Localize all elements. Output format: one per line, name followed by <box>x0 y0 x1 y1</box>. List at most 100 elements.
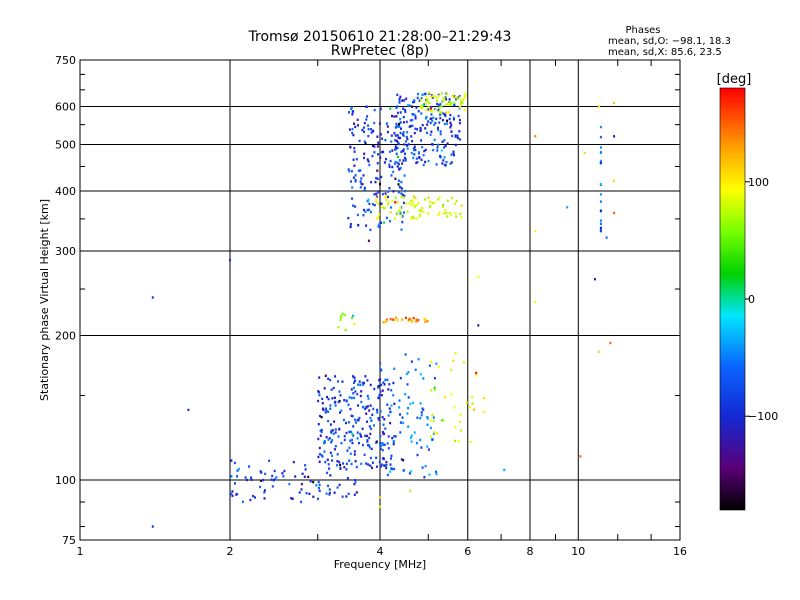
data-point <box>396 165 399 168</box>
data-point <box>431 413 434 417</box>
colorbar-tick-label: 0 <box>748 293 755 306</box>
data-point <box>403 156 406 159</box>
data-point <box>422 163 425 167</box>
data-point <box>341 380 344 383</box>
data-point <box>412 401 414 405</box>
data-point <box>336 460 339 463</box>
data-point <box>373 203 376 207</box>
data-point <box>418 156 421 159</box>
data-point <box>397 136 400 140</box>
data-point <box>415 157 418 160</box>
data-point <box>364 375 367 378</box>
data-point <box>410 135 413 138</box>
data-point <box>456 136 459 140</box>
data-point <box>400 458 403 461</box>
y-tick-label: 200 <box>55 330 76 343</box>
data-point <box>432 148 435 152</box>
data-point <box>456 134 459 137</box>
data-point <box>400 127 402 130</box>
data-point <box>338 390 341 393</box>
data-point <box>599 193 602 196</box>
data-point <box>366 394 369 398</box>
data-point <box>415 161 418 165</box>
data-point <box>435 117 438 121</box>
data-point <box>361 427 364 430</box>
data-point <box>368 436 371 440</box>
colorbar-ticks: 100 0 −100 <box>745 176 778 423</box>
data-point <box>477 324 480 327</box>
data-point <box>331 459 334 462</box>
data-point <box>461 101 464 105</box>
data-point <box>332 432 335 436</box>
data-point <box>444 113 447 116</box>
data-point <box>402 121 405 124</box>
data-point <box>345 431 348 435</box>
data-point <box>381 449 384 452</box>
data-point <box>312 480 315 484</box>
data-point <box>416 453 419 457</box>
data-point <box>356 213 359 217</box>
data-point <box>350 462 353 466</box>
data-point <box>433 386 436 390</box>
data-point <box>373 121 376 125</box>
data-point <box>368 409 371 412</box>
data-point <box>360 390 363 393</box>
data-point <box>318 486 320 490</box>
data-point <box>389 421 392 425</box>
data-point <box>421 407 424 410</box>
data-point <box>398 123 400 126</box>
data-point <box>380 383 383 387</box>
data-point <box>413 99 416 102</box>
data-point <box>379 444 382 447</box>
data-point <box>411 113 414 116</box>
data-point <box>424 464 427 468</box>
data-point <box>433 138 436 141</box>
data-point <box>320 454 323 457</box>
data-point <box>438 196 441 199</box>
data-point <box>329 404 332 407</box>
data-point <box>378 213 380 216</box>
data-point <box>457 114 460 118</box>
data-point <box>431 201 434 205</box>
data-point <box>376 169 379 172</box>
data-point <box>431 110 434 113</box>
data-point <box>323 450 326 453</box>
data-point <box>413 205 416 208</box>
data-point <box>446 199 449 203</box>
data-point <box>381 416 384 419</box>
data-point <box>464 92 467 95</box>
data-point <box>425 109 428 112</box>
chart-subtitle: RwPretec (8p) <box>331 43 429 59</box>
data-point <box>273 469 276 473</box>
data-point <box>411 140 414 143</box>
data-point <box>364 407 367 411</box>
data-point <box>400 180 403 184</box>
data-point <box>411 105 413 108</box>
data-point <box>300 500 303 504</box>
data-point <box>409 124 412 128</box>
data-point <box>449 103 452 107</box>
data-point <box>373 151 376 154</box>
data-point <box>599 182 602 186</box>
data-point <box>425 96 428 99</box>
data-point <box>419 129 422 132</box>
data-point <box>376 135 379 138</box>
data-point <box>443 212 445 215</box>
grid-layer <box>80 60 680 540</box>
data-point <box>352 176 355 179</box>
data-point <box>354 379 356 382</box>
data-point <box>378 393 381 397</box>
data-point <box>248 465 251 468</box>
data-point <box>410 434 413 437</box>
data-point <box>410 319 413 322</box>
data-point <box>399 131 402 135</box>
data-point <box>429 204 432 208</box>
data-point <box>353 376 356 380</box>
data-point <box>387 447 390 450</box>
data-point <box>448 98 451 101</box>
data-point <box>393 402 396 405</box>
data-point <box>534 229 537 233</box>
data-point <box>372 129 375 132</box>
data-point <box>334 375 337 378</box>
data-point <box>354 178 357 182</box>
